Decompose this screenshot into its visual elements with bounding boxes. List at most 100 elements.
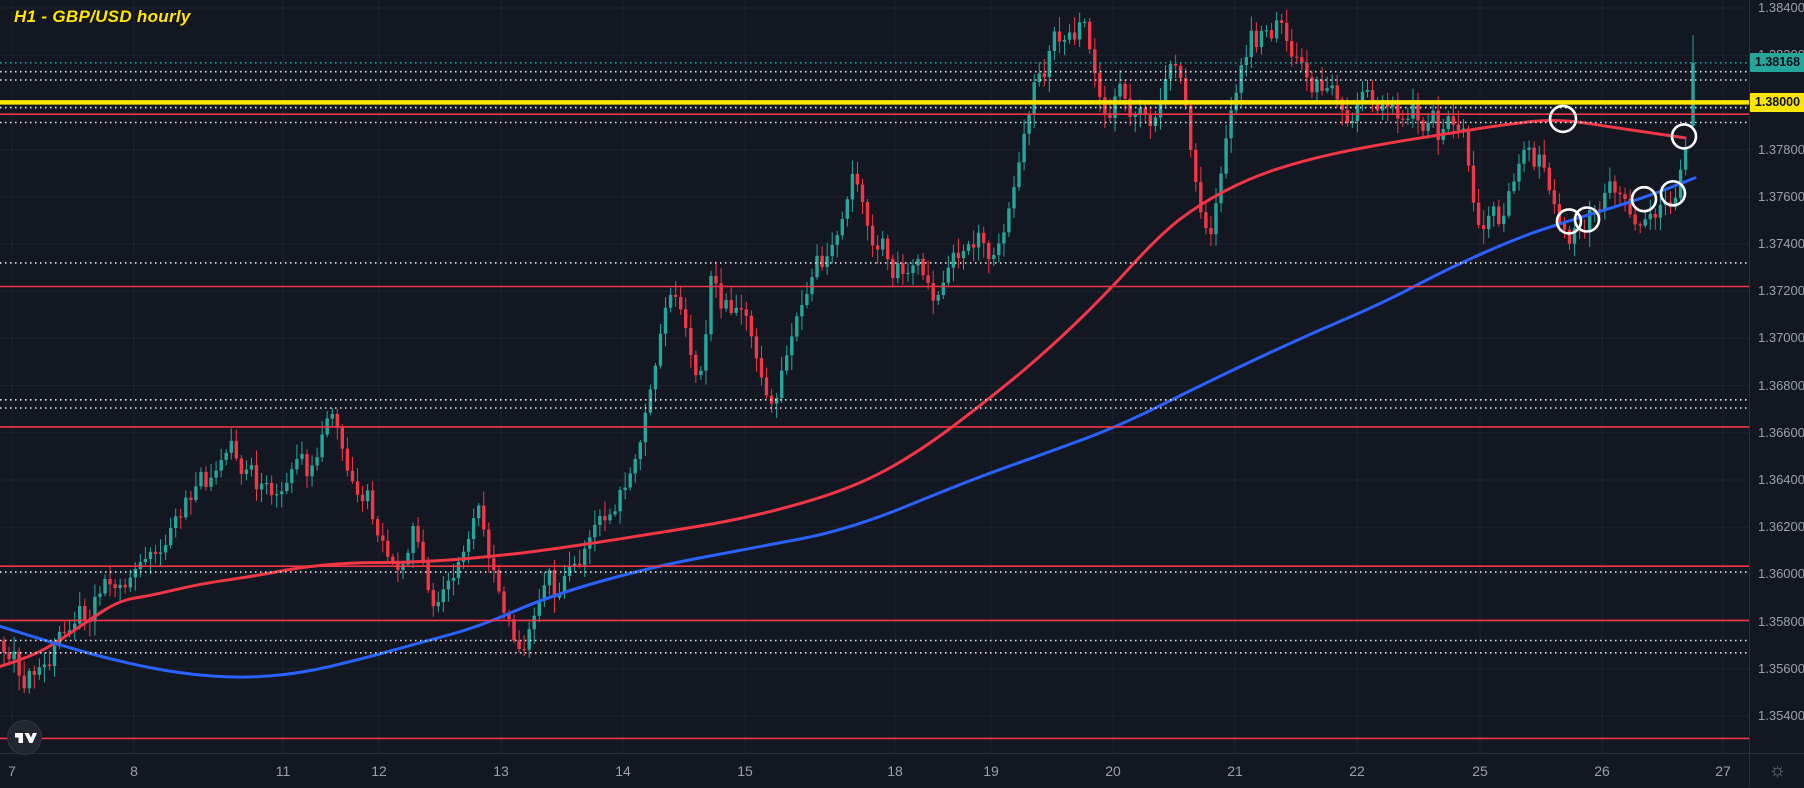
candle-body	[840, 219, 844, 236]
candle-body	[315, 457, 319, 466]
candle-body	[1239, 65, 1243, 93]
candle-body	[1421, 120, 1425, 131]
price-axis[interactable]: 1.384001.382001.380001.378001.376001.374…	[1749, 0, 1804, 753]
highlight-circle-marker	[1548, 104, 1578, 134]
candle-body	[593, 524, 597, 538]
candle-body	[300, 454, 304, 459]
candle-body	[517, 640, 521, 649]
price-axis-label: 1.36800	[1758, 377, 1804, 393]
candle-body	[37, 667, 41, 675]
candle-body	[1264, 30, 1269, 32]
candle-body	[699, 370, 703, 376]
tradingview-logo-icon[interactable]	[6, 719, 43, 756]
candle-body	[1259, 30, 1264, 48]
candle-body	[1608, 181, 1612, 193]
candle-body	[729, 300, 733, 313]
candle-body	[583, 548, 587, 566]
candle-body	[764, 377, 769, 396]
candle-body	[421, 541, 425, 561]
candle-body	[1517, 163, 1521, 182]
time-axis-label: 11	[275, 763, 291, 779]
candle-body	[1355, 104, 1360, 122]
candle-body	[320, 434, 324, 458]
candle-body	[22, 675, 26, 689]
candle-body	[12, 651, 16, 660]
candle-body	[835, 235, 839, 245]
candle-body	[931, 283, 935, 301]
candle-body	[360, 494, 365, 502]
candle-body	[1598, 209, 1602, 211]
candle-body	[830, 244, 834, 257]
candle-body	[916, 258, 920, 266]
candle-body	[163, 545, 168, 553]
candle-body	[381, 535, 385, 541]
candle-body	[744, 309, 748, 316]
price-axis-label: 1.35400	[1758, 708, 1804, 724]
candle-body	[17, 651, 21, 676]
candle-body	[1184, 78, 1188, 106]
candle-body	[1638, 224, 1642, 226]
candle-body	[1618, 192, 1622, 195]
candle-body	[1103, 97, 1107, 114]
time-axis-label: 20	[1105, 763, 1121, 779]
candle-body	[992, 255, 996, 260]
price-axis-label: 1.36600	[1758, 424, 1804, 440]
candle-body	[376, 519, 380, 536]
price-axis-label: 1.37400	[1758, 236, 1804, 252]
candle-body	[774, 397, 779, 404]
candle-body	[477, 505, 481, 519]
time-axis-label: 21	[1227, 763, 1243, 779]
candle-body	[946, 267, 950, 283]
candle-body	[971, 244, 976, 248]
candle-body	[93, 596, 97, 622]
candle-body	[805, 294, 809, 305]
candle-body	[1628, 199, 1632, 215]
candle-body	[1340, 99, 1344, 111]
candle-body	[527, 629, 531, 650]
candle-body	[1269, 30, 1274, 39]
candle-body	[1350, 121, 1354, 123]
candle-body	[1416, 103, 1420, 121]
time-axis-label: 7	[8, 763, 16, 779]
candle-body	[1204, 212, 1208, 229]
candle-body	[790, 336, 794, 356]
candle-body	[280, 491, 284, 495]
candle-body	[497, 570, 501, 592]
candle-body	[47, 664, 52, 667]
candle-body	[1658, 204, 1663, 218]
time-axis-label: 27	[1715, 763, 1731, 779]
candle-body	[1406, 118, 1410, 120]
candle-body	[1199, 182, 1203, 213]
candle-body	[492, 558, 496, 571]
candle-body	[128, 577, 132, 588]
candle-body	[345, 448, 350, 471]
candle-body	[1067, 32, 1072, 40]
candle-body	[1062, 39, 1067, 42]
candle-body	[1370, 90, 1375, 103]
candle-body	[1194, 150, 1198, 182]
candle-body	[209, 477, 213, 487]
candle-body	[739, 307, 743, 310]
theme-sun-icon[interactable]: ☼	[1768, 759, 1787, 781]
candle-body	[724, 300, 728, 309]
candle-body	[1537, 154, 1541, 167]
time-axis[interactable]: 7 8 11 12 13 14 15 18 19 20 21 22 25 26 27	[0, 753, 1804, 788]
candle-body	[815, 255, 819, 278]
candle-body	[113, 584, 117, 589]
candle-body	[1375, 102, 1380, 111]
candle-body	[184, 497, 188, 518]
candle-body	[901, 263, 905, 274]
candle-body	[1532, 147, 1536, 167]
candle-body	[456, 561, 461, 578]
candle-body	[1683, 149, 1688, 170]
candle-body	[7, 652, 11, 660]
ma-fast-line	[0, 119, 1687, 668]
candle-body	[653, 365, 658, 390]
candle-body	[976, 232, 981, 248]
candle-body	[911, 265, 915, 273]
candle-body	[229, 440, 233, 453]
candle-body	[1072, 32, 1077, 40]
candle-body	[1401, 118, 1405, 120]
candle-body	[466, 539, 471, 552]
